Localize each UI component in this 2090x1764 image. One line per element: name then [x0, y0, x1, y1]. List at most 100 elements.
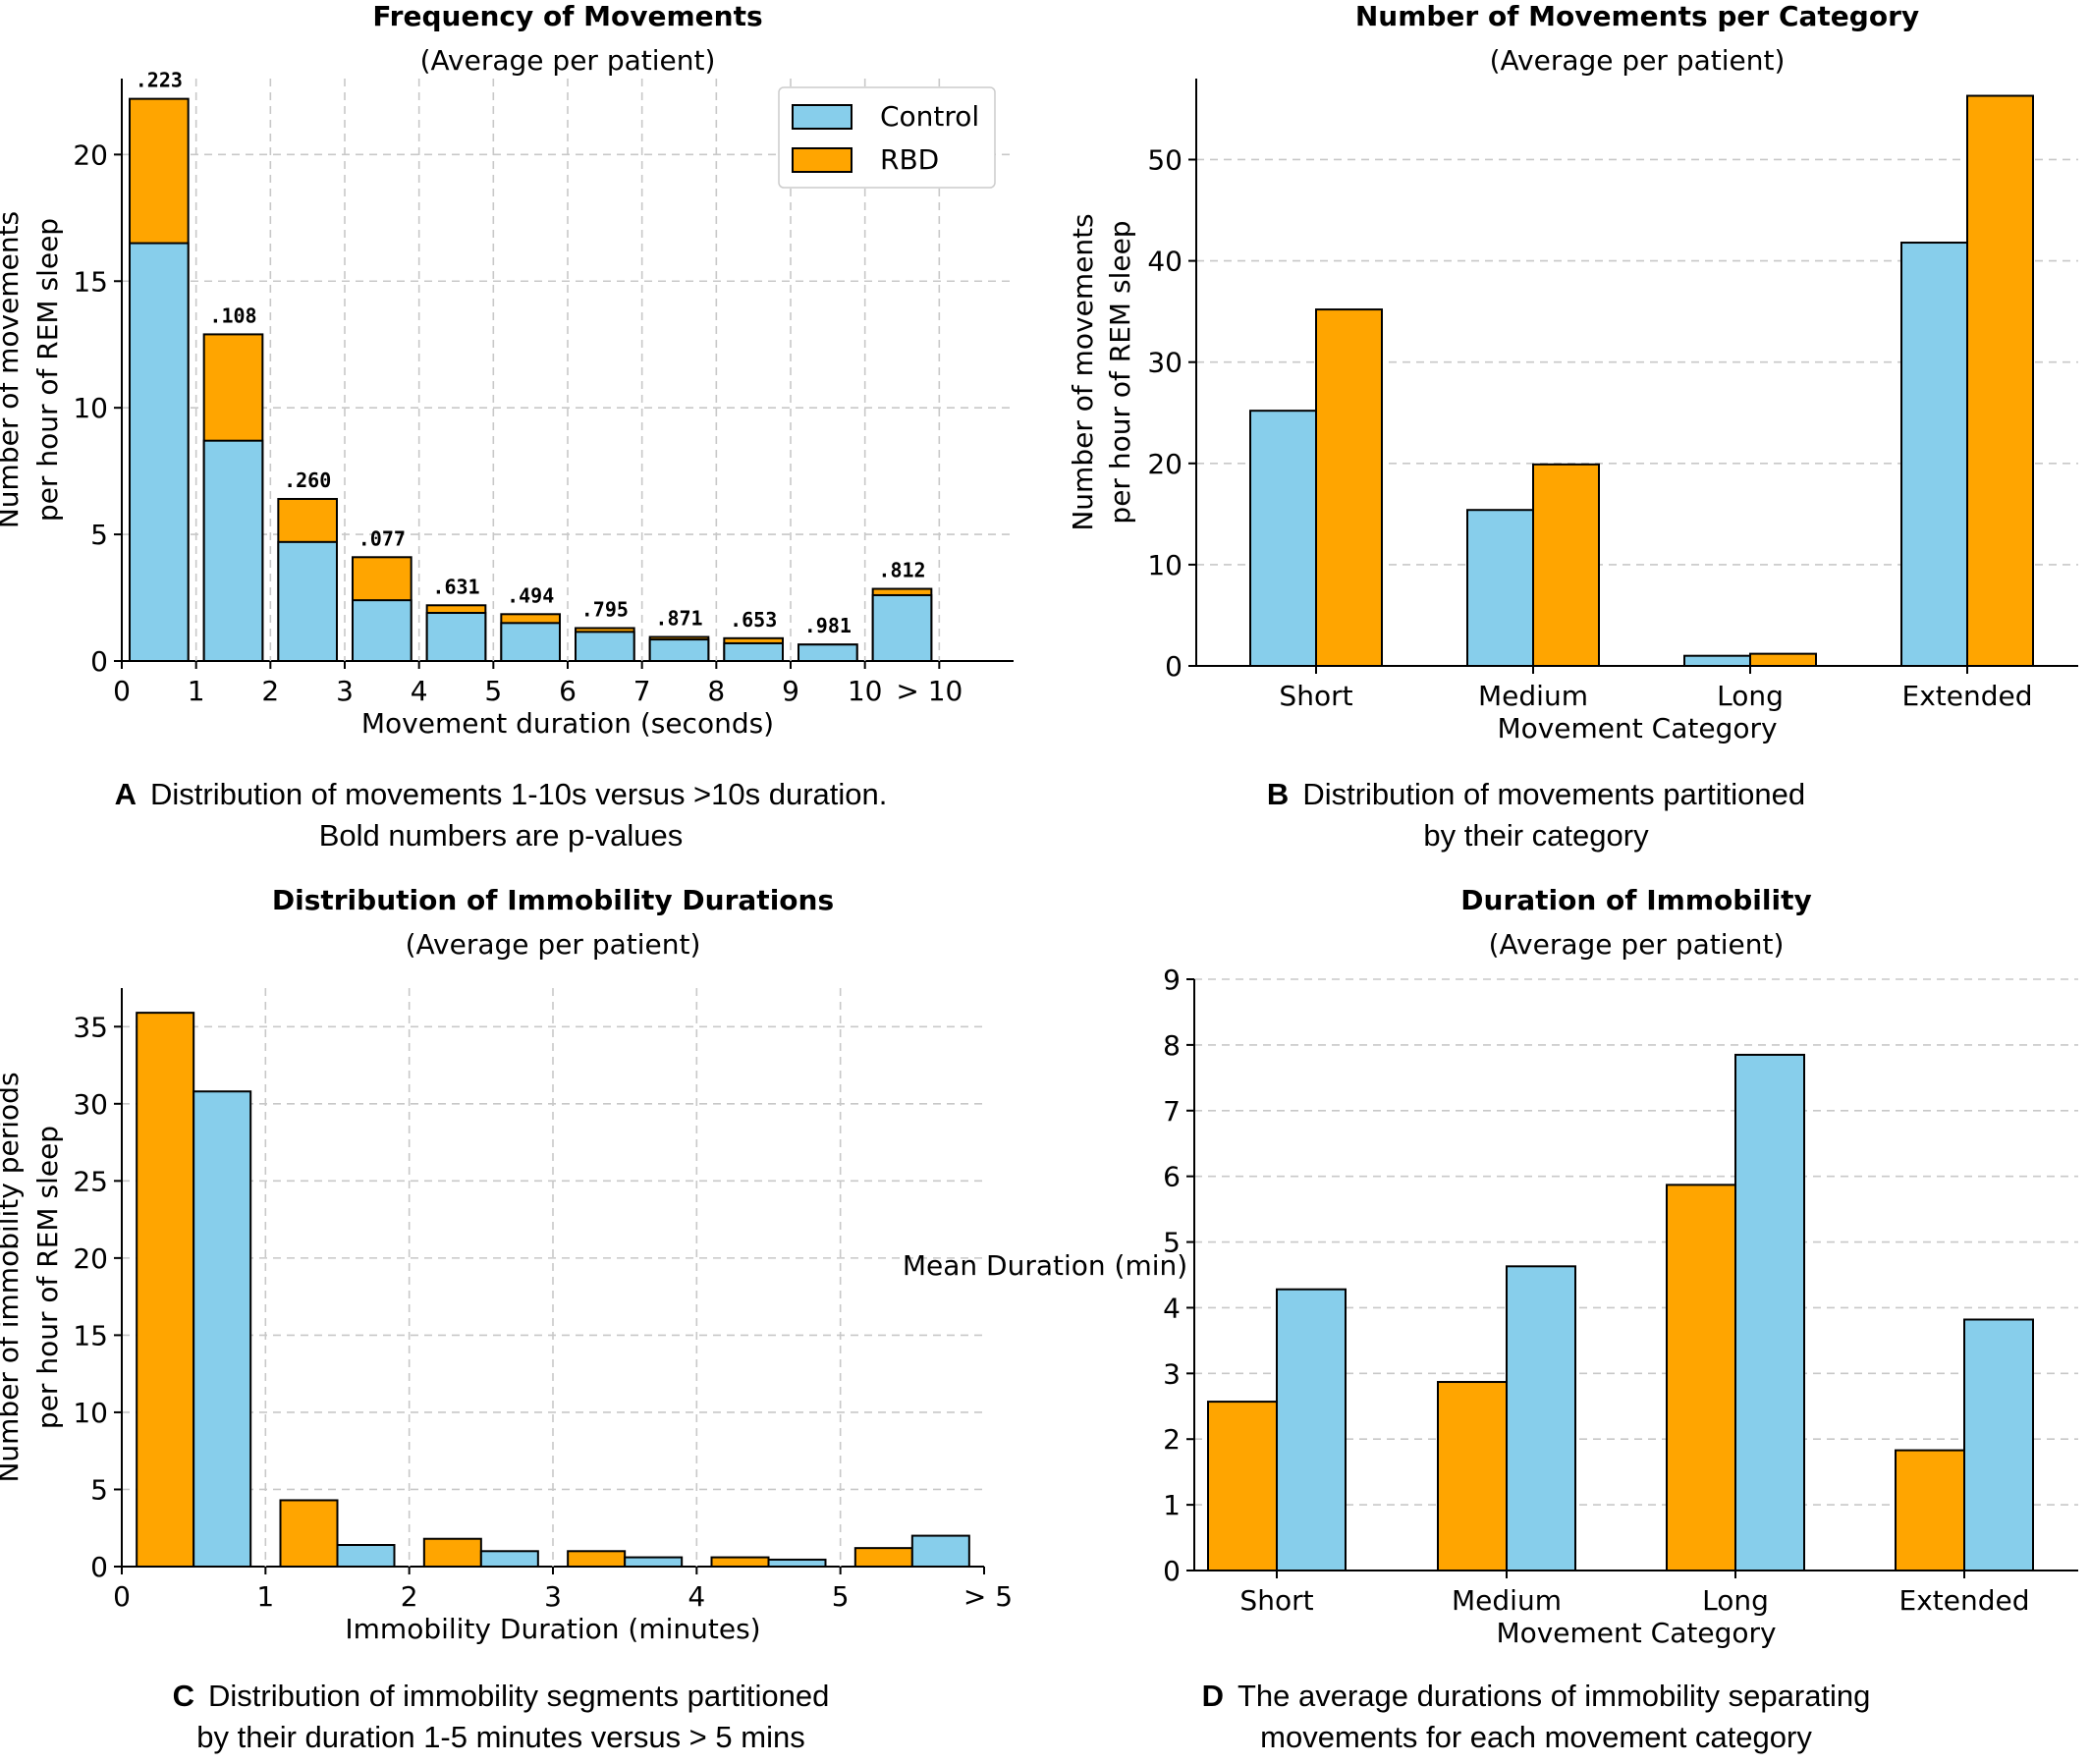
caption-letter: B	[1266, 777, 1290, 811]
bar-control-8-9	[723, 641, 784, 662]
bar-control-3-4	[624, 1556, 684, 1568]
y-tick-label: 0	[1165, 650, 1182, 683]
bar-rbd-0-1	[136, 1012, 195, 1568]
bar-control-long	[1683, 654, 1751, 667]
x-tick-label: 1	[256, 1580, 274, 1613]
bar-control-> 10	[871, 593, 933, 662]
p-value-label: .812	[878, 559, 925, 582]
x-tick-label: Medium	[1478, 680, 1588, 712]
bar-control-2-3	[479, 1550, 539, 1569]
y-tick-label: 15	[73, 1319, 108, 1351]
y-tick-label: 9	[1163, 964, 1181, 996]
y-tick-label: 40	[1147, 246, 1182, 278]
bar-rbd-4-5	[710, 1556, 770, 1568]
x-tick-label: Short	[1279, 680, 1352, 712]
y-tick-label: 5	[1163, 1227, 1181, 1259]
y-tick-label: 0	[1163, 1555, 1181, 1587]
y-tick-label: 8	[1163, 1029, 1181, 1062]
p-value-label: .653	[730, 608, 777, 632]
chart-subtitle: (Average per patient)	[1490, 44, 1786, 77]
y-tick-label: 30	[1147, 347, 1182, 379]
bar-rbd-extended	[1966, 94, 2034, 667]
y-tick-label: 3	[1163, 1357, 1181, 1390]
chart-movements-per-category: Number of Movements per Category (Average…	[1067, 0, 2078, 744]
chart-subtitle: (Average per patient)	[406, 928, 701, 961]
y-tick-label: 30	[73, 1088, 108, 1121]
legend-swatch-control	[792, 104, 852, 130]
y-tick-label: 5	[90, 1473, 108, 1506]
bar-control-extended	[1963, 1318, 2034, 1571]
y-tick-label: 50	[1147, 143, 1182, 176]
bar-control-1-2	[336, 1544, 396, 1569]
bar-control-5-6	[500, 622, 562, 663]
caption-letter: D	[1201, 1679, 1224, 1713]
bar-rbd-2-3	[422, 1537, 482, 1569]
x-axis-label: Movement Category	[1496, 1617, 1776, 1649]
chart-title: Duration of Immobility	[1460, 884, 1811, 916]
caption-line2: Bold numbers are p-values	[318, 818, 684, 853]
caption-line1: Distribution of movements partitioned	[1302, 777, 1806, 811]
chart-duration-of-immobility: Duration of Immobility (Average per patie…	[903, 884, 2078, 1649]
y-tick-label: 25	[73, 1165, 108, 1197]
y-tick-label: 20	[73, 1242, 108, 1275]
bar-rbd-long	[1666, 1184, 1736, 1571]
p-value-label: .871	[655, 607, 702, 631]
x-tick-label: > 5	[963, 1580, 1013, 1613]
bar-rbd-medium	[1532, 463, 1600, 667]
panel-c: Distribution of Immobility Durations (Ave…	[0, 884, 1045, 1764]
bar-control-> 5	[910, 1534, 970, 1569]
x-axis-label: Immobility Duration (minutes)	[345, 1613, 760, 1645]
bar-rbd-short	[1315, 308, 1383, 667]
caption-c: C Distribution of immobility segments par…	[59, 1676, 943, 1758]
y-axis-label: Mean Duration (min)	[903, 1249, 1187, 1282]
y-tick-label: 7	[1163, 1095, 1181, 1128]
y-axis-label: per hour of REM sleep	[31, 1126, 64, 1429]
caption-a: A Distribution of movements 1-10s versus …	[59, 774, 943, 856]
x-tick-label: Short	[1239, 1584, 1313, 1617]
p-value-label: .981	[804, 614, 852, 637]
x-tick-label: 3	[544, 1580, 562, 1613]
bar-control-4-5	[767, 1558, 827, 1569]
x-tick-label: Extended	[1902, 680, 2033, 712]
y-tick-label: 0	[90, 645, 108, 678]
x-tick-label: 9	[782, 675, 799, 707]
bar-control-6-7	[575, 631, 635, 662]
p-value-label: .260	[284, 469, 331, 492]
x-tick-label: 0	[113, 675, 131, 707]
bar-control-9-10	[798, 643, 858, 663]
caption-letter: C	[172, 1679, 195, 1713]
chart-immobility-distribution: Distribution of Immobility Durations (Ave…	[0, 884, 1013, 1645]
bar-control-medium	[1506, 1265, 1576, 1571]
chart-frequency-of-movements: Frequency of Movements (Average per patie…	[0, 0, 1014, 740]
x-tick-label: Long	[1717, 680, 1784, 712]
y-tick-label: 1	[1163, 1489, 1181, 1521]
bar-control-4-5	[425, 612, 487, 663]
bar-rbd-long	[1749, 652, 1817, 667]
p-value-label: .077	[358, 526, 406, 550]
y-axis-label: Number of immobility periods	[0, 1072, 25, 1482]
y-tick-label: 15	[73, 265, 108, 298]
legend-label-rbd: RBD	[880, 143, 939, 176]
x-tick-label: 4	[411, 675, 428, 707]
x-tick-label: Medium	[1452, 1584, 1562, 1617]
panel-a: Frequency of Movements (Average per patie…	[0, 0, 1045, 864]
bar-rbd-1-2	[279, 1499, 339, 1568]
y-tick-label: 35	[73, 1011, 108, 1043]
y-tick-label: 20	[1147, 448, 1182, 480]
y-tick-label: 6	[1163, 1161, 1181, 1193]
bar-rbd-3-4	[567, 1550, 627, 1569]
bar-control-0-1	[192, 1090, 252, 1568]
chart-title: Frequency of Movements	[372, 0, 762, 32]
y-axis-label: Number of movements	[1067, 213, 1099, 530]
bar-control-medium	[1466, 509, 1534, 668]
x-axis-label: Movement duration (seconds)	[361, 707, 774, 740]
bar-control-short	[1276, 1288, 1347, 1571]
y-axis-label: per hour of REM sleep	[1104, 220, 1136, 524]
panel-d: Duration of Immobility (Average per patie…	[903, 884, 2090, 1764]
bar-control-extended	[1900, 242, 1968, 667]
caption-line2: by their category	[1423, 818, 1649, 853]
x-tick-label: 1	[188, 675, 205, 707]
y-tick-label: 10	[73, 392, 108, 424]
chart-subtitle: (Average per patient)	[420, 44, 716, 77]
x-tick-label: 7	[633, 675, 651, 707]
